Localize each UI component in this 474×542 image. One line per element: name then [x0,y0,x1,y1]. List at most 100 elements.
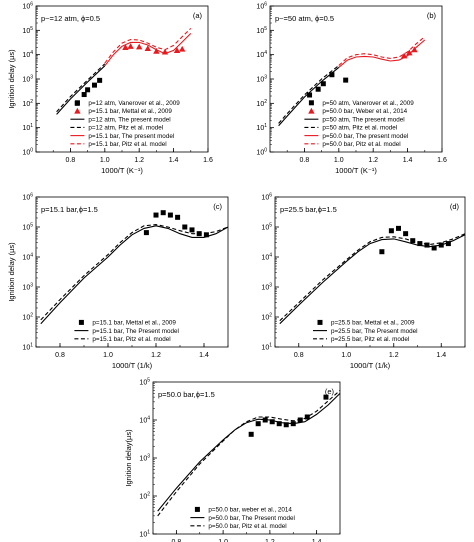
x-tick-label: 0.8 [294,352,304,359]
y-tick-label: 104 [22,253,33,262]
x-tick-label: 1.4 [312,539,322,542]
data-point [445,241,451,247]
x-tick-label: 1.0 [100,157,110,164]
panel-e: 0.81.01.21.41011021031041051000/T (1/k)I… [124,378,341,542]
data-point [388,228,394,234]
data-point [379,249,385,255]
data-point [182,224,188,230]
legend-entry: p=50.0 bar, The Present model [208,515,295,522]
legend-entry: p=15.1 bar, The Present model [92,328,179,335]
x-tick-label: 1.4 [403,157,413,164]
y-tick-label: 106 [261,193,272,202]
data-point [203,232,209,238]
series-line [157,393,341,512]
y-tick-label: 105 [22,223,33,232]
x-tick-label: 1.2 [134,157,144,164]
condition-label: p=15.1 bar,ϕ=1.5 [41,205,98,214]
series-line [40,225,229,325]
condition-label: p~=50 atm, ϕ=0.5 [275,14,334,23]
series-line [157,389,341,517]
data-point [91,82,97,88]
panel-letter: (e) [325,387,335,396]
y-tick-label: 101 [261,343,272,352]
y-tick-label: 105 [22,26,33,35]
data-point [283,422,289,428]
x-tick-label: 1.2 [151,352,161,359]
data-point [431,245,437,251]
y-tick-label: 104 [256,50,267,59]
series-line [278,66,340,127]
y-tick-label: 106 [256,2,267,11]
x-tick-label: 0.8 [55,352,65,359]
data-point [153,47,160,54]
panel-letter: (a) [193,11,203,20]
data-point [307,92,313,98]
legend-entry: p=12 atm, Vanerover et al., 2009 [88,100,180,107]
legend-entry: p=15.1 bar, Pitz et al. model [92,336,170,343]
data-point [85,87,91,93]
y-tick-label: 102 [22,313,33,322]
series-line [104,33,192,67]
y-tick-label: 106 [22,193,33,202]
y-tick-label: 103 [256,75,267,84]
series-line [338,36,426,66]
legend-swatch [194,506,200,512]
x-axis-label: 1000/T (1/k) [350,361,391,370]
panel-a: 0.8 1.0 1.2 1.4 1.6 100 101 102 103 104 105 106 1000… [7,2,213,176]
y-tick-label: 105 [139,378,150,387]
data-point [173,47,181,53]
series-line [104,28,192,64]
y-axis-label: Ignition delay (μs) [7,242,16,302]
x-tick-label: 0.8 [172,539,182,542]
x-tick-label: 1.2 [368,157,378,164]
legend-entry: p=50.0 bar, Pitz et al. model [208,523,286,530]
legend-swatch [308,100,314,106]
y-tick-label: 102 [139,492,150,501]
x-tick-label: 1.4 [169,157,179,164]
x-tick-label: 1.6 [203,157,213,164]
legend-entry: p=50.0 bar, weber et al., 2014 [208,507,292,514]
y-tick-label: 101 [139,530,150,539]
x-tick-label: 1.6 [437,157,447,164]
panel-letter: (b) [427,11,437,20]
condition-label: p=50.0 bar,ϕ=1.5 [158,390,215,399]
data-point [136,43,143,50]
data-point [329,72,335,78]
x-tick-label: 1.0 [334,157,344,164]
y-tick-label: 104 [261,253,272,262]
legend-entry: p=50 atm, The present model [322,116,404,123]
data-point [269,419,275,425]
panel-c: 0.8 1.0 1.2 1.4 101 102 103 104 105 106 1000/T (1/… [7,193,229,370]
series-line [279,233,466,322]
legend-entry: p=15.1 bar, Mettal et al., 2009 [92,320,176,327]
data-point [81,92,87,98]
y-tick-label: 103 [261,283,272,292]
legend-entry: p=25.5 bar, Mettal et al., 2009 [331,320,415,327]
series-line [56,63,106,113]
panel-letter: (d) [450,202,460,211]
y-tick-label: 101 [22,343,33,352]
data-point [189,227,195,233]
data-point [97,77,103,83]
y-tick-label: 100 [256,148,267,157]
y-tick-label: 103 [22,283,33,292]
x-tick-label: 1.2 [389,352,399,359]
data-point [403,231,409,237]
legend-entry: p=50 atm, Pitz et al. model [322,125,397,132]
x-tick-label: 0.8 [300,157,310,164]
y-tick-label: 104 [22,50,33,59]
data-point [248,431,254,437]
legend-entry: p=15.1 bar, Pitz et al. model [88,141,166,148]
data-point [127,43,134,49]
data-point [276,421,282,427]
data-point [396,225,401,231]
legend-entry: p=15.1 bar, The present model [88,133,174,140]
series-line [279,234,466,325]
data-point [143,230,149,236]
x-tick-label: 1.4 [436,352,446,359]
data-point [255,421,261,427]
condition-label: p~=12 atm, ϕ=0.5 [41,14,100,23]
legend-entry: p=25.5 bar, The Present model [331,328,418,335]
y-tick-label: 101 [256,123,267,132]
